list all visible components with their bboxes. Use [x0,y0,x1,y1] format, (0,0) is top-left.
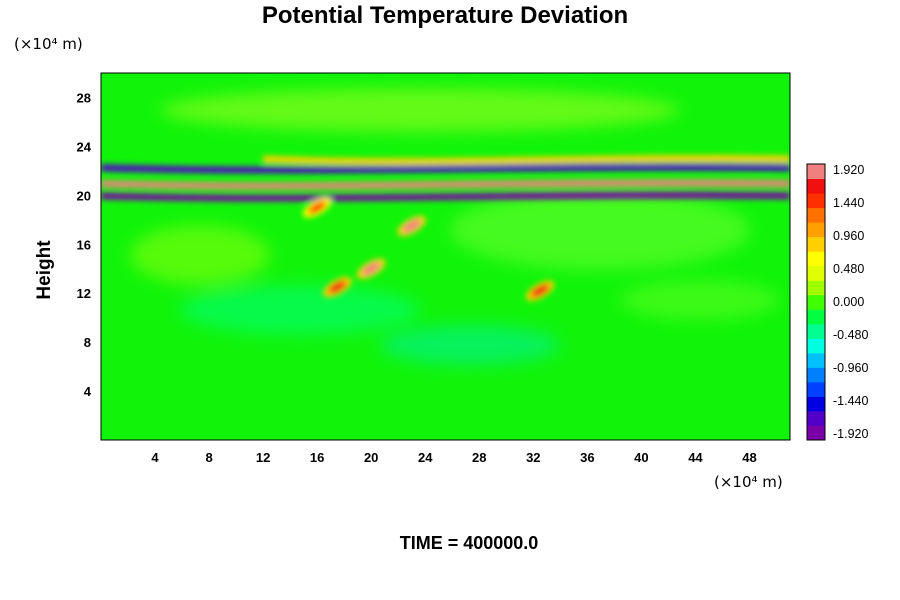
colorbar-swatch [807,396,825,412]
colorbar-swatch [807,178,825,194]
x-tick-label: 12 [256,450,270,465]
field-band [101,163,790,174]
x-tick-label: 44 [688,450,703,465]
colorbar-swatch [807,193,825,209]
field-band [101,191,790,202]
y-unit-label: (×10⁴ m) [14,35,83,53]
y-tick-label: 8 [84,335,91,350]
colorbar-swatch [807,251,825,267]
x-tick-label: 16 [310,450,324,465]
colorbar-swatch [807,367,825,383]
x-tick-label: 24 [418,450,433,465]
field-blob [328,281,347,294]
field-blob [308,201,327,214]
plot-frame [100,72,791,441]
colorbar-swatch [807,381,825,397]
y-tick-label: 4 [84,384,92,399]
field-blob [402,219,421,232]
x-tick-label: 8 [205,450,212,465]
colorbar-tick-label: 0.480 [833,262,864,276]
y-tick-label: 12 [77,286,91,301]
colorbar-swatch [807,164,825,180]
y-tick-label: 16 [77,237,91,252]
colorbar-tick-labels: 1.920 1.440 0.960 0.480 0.000 -0.480 -0.960 -1.… [833,163,868,441]
colorbar-tick-label: 0.960 [833,229,864,243]
x-tick-label: 28 [472,450,486,465]
y-tick-label: 28 [77,90,91,105]
colorbar-swatch [807,338,825,354]
colorbar-tick-label: -0.480 [833,328,868,342]
colorbar-swatch [807,236,825,252]
y-axis-label: Height [34,240,55,300]
field-blob [362,262,381,275]
heatmap-texture [130,88,780,365]
x-unit-label: (×10⁴ m) [714,473,783,491]
colorbar-swatch [807,294,825,310]
colorbar-swatch [807,280,825,296]
chart-title: Potential Temperature Deviation [262,2,628,29]
colorbar-swatch [807,352,825,368]
colorbar-tick-label: -0.960 [833,361,868,375]
colorbar-swatch [807,207,825,223]
colorbar-tick-label: 1.440 [833,196,864,210]
x-tick-label: 4 [151,450,159,465]
colorbar-swatch [807,425,825,441]
colorbar: 1.920 1.440 0.960 0.480 0.000 -0.480 -0.960 -1.… [806,163,868,441]
y-tick-labels: 4 8 12 16 20 24 28 [77,90,92,399]
x-tick-label: 32 [526,450,540,465]
colorbar-tick-label: -1.920 [833,427,868,441]
colorbar-tick-label: 1.920 [833,163,864,177]
x-tick-label: 20 [364,450,378,465]
colorbar-swatch [807,309,825,325]
y-tick-label: 20 [77,188,91,203]
colorbar-swatch [807,222,825,238]
field-band [263,155,790,165]
heatmap-features [101,155,790,301]
colorbar-swatch [807,323,825,339]
x-tick-label: 40 [634,450,648,465]
x-tick-labels: 4 8 12 16 20 24 28 32 36 40 44 48 [151,450,756,465]
colorbar-swatch [807,410,825,426]
colorbar-frame [806,163,826,441]
heatmap-field [101,73,790,440]
field-band [101,179,790,190]
time-label: TIME = 400000.0 [400,533,539,553]
colorbar-tick-label: -1.440 [833,394,868,408]
colorbar-swatch [807,265,825,281]
x-tick-label: 36 [580,450,594,465]
x-tick-label: 48 [742,450,756,465]
y-tick-label: 24 [77,139,92,154]
colorbar-tick-label: 0.000 [833,295,864,309]
colorbar-swatches [807,164,825,441]
field-blob [531,284,549,297]
